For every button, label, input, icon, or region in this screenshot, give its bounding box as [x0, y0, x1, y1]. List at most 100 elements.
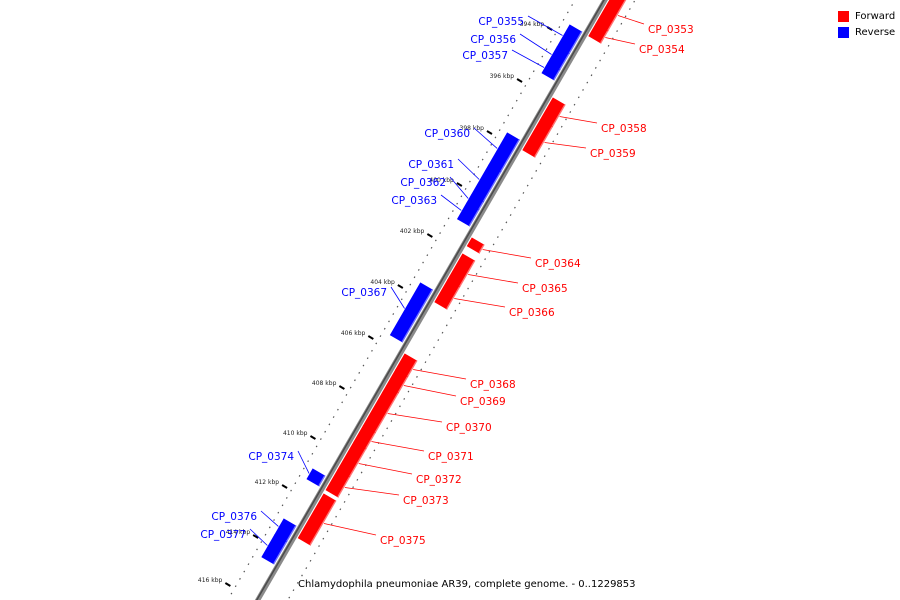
gene-cp-0377: [261, 534, 288, 565]
scale-tick-label: 414 kbp: [226, 529, 251, 536]
scale-tick: [224, 582, 231, 587]
gene-cp-0354-shade: [600, 30, 609, 44]
label-cp-0362: CP_0362: [400, 177, 446, 189]
leader-cp-0372: [358, 463, 413, 475]
gene-cp-0366: [434, 279, 461, 310]
gene-cp-0360-shade: [500, 139, 521, 173]
gene-cp-0363: [456, 202, 480, 227]
leader-cp-0371: [371, 441, 425, 452]
label-cp-0353: CP_0353: [648, 24, 694, 36]
label-cp-0356: CP_0356: [470, 34, 516, 46]
leader-cp-0357: [511, 49, 545, 68]
gene-cp-0356-shade: [559, 53, 571, 71]
forward-swatch: [838, 10, 849, 22]
gene-cp-0365-shade: [458, 260, 476, 288]
gene-cp-0366-shade: [446, 286, 461, 310]
gene-cp-0359: [522, 119, 553, 158]
gene-cp-0353-shade: [607, 0, 628, 32]
leader-cp-0361: [457, 158, 480, 180]
leader-cp-0367: [390, 286, 405, 309]
label-cp-0377: CP_0377: [200, 529, 246, 541]
reverse-swatch: [838, 26, 849, 38]
label-cp-0367: CP_0367: [341, 287, 387, 299]
scale-tick-label: 408 kbp: [312, 380, 337, 387]
label-cp-0369: CP_0369: [460, 396, 506, 408]
scale-tick-label: 400 kbp: [429, 177, 454, 184]
gene-cp-0377-shade: [273, 541, 288, 565]
label-cp-0357: CP_0357: [462, 50, 508, 62]
label-cp-0368: CP_0368: [470, 379, 516, 391]
gene-cp-0373-shade: [337, 476, 351, 498]
label-cp-0361: CP_0361: [408, 159, 454, 171]
scale-tick-label: 410 kbp: [283, 430, 308, 437]
leader-cp-0366: [454, 298, 506, 308]
scale-tick-label: 416 kbp: [198, 577, 223, 584]
scale-tick: [338, 385, 345, 390]
label-cp-0375: CP_0375: [380, 535, 426, 547]
leader-cp-0364: [482, 249, 532, 259]
gene-cp-0355-shade: [568, 31, 583, 55]
label-cp-0366: CP_0366: [509, 307, 555, 319]
gene-cp-0364-shade: [478, 244, 485, 254]
label-cp-0364: CP_0364: [535, 258, 581, 270]
scale-tick: [309, 435, 316, 440]
gene-cp-0370-shade: [374, 392, 400, 434]
backbone-line-edge: [255, 0, 605, 600]
gene-cp-0372-shade: [348, 448, 367, 478]
leader-cp-0374: [297, 450, 310, 474]
leader-cp-0373: [344, 487, 400, 496]
backbone-line: [254, 0, 608, 600]
scale-tick-label: 402 kbp: [400, 228, 425, 235]
leader-cp-0356: [519, 33, 552, 55]
leader-cp-0370: [387, 413, 443, 423]
scale-tick: [252, 534, 259, 539]
legend-reverse: Reverse: [838, 25, 895, 39]
gene-cp-0376-shade: [285, 525, 297, 543]
scale-tick: [426, 233, 433, 238]
gene-cp-0371-shade: [365, 432, 377, 450]
leader-cp-0358: [559, 116, 598, 124]
gene-cp-0368-shade: [406, 360, 418, 378]
guide-line-left: [228, 0, 576, 598]
gene-cp-0364: [466, 237, 485, 254]
gene-cp-0374: [306, 468, 326, 487]
scale-tick: [397, 284, 404, 289]
leader-cp-0354: [605, 37, 636, 45]
label-cp-0373: CP_0373: [403, 495, 449, 507]
leader-cp-0362: [449, 176, 469, 199]
leader-cp-0359: [544, 142, 587, 149]
leader-cp-0369: [403, 385, 457, 397]
gene-cp-0362-shade: [478, 201, 485, 211]
leader-cp-0353: [617, 15, 645, 25]
gene-cp-0354: [588, 23, 609, 44]
leader-cp-0377: [249, 528, 268, 546]
scale-tick: [516, 78, 523, 83]
leader-cp-0376: [260, 510, 279, 527]
leader-cp-0363: [440, 194, 462, 211]
gene-cp-0357-shade: [553, 69, 561, 81]
label-cp-0359: CP_0359: [590, 148, 636, 160]
gene-cp-0361-shade: [482, 171, 502, 203]
label-cp-0374: CP_0374: [248, 451, 294, 463]
label-cp-0372: CP_0372: [416, 474, 462, 486]
gene-cp-0357: [541, 62, 561, 81]
guide-line-right: [287, 0, 636, 600]
legend-reverse-label: Reverse: [855, 26, 896, 38]
scale-tick-label: 412 kbp: [255, 479, 280, 486]
legend: Forward Reverse: [838, 9, 895, 41]
legend-forward: Forward: [838, 9, 895, 23]
scale-tick: [281, 484, 288, 489]
leader-cp-0368: [413, 369, 467, 380]
label-cp-0363: CP_0363: [391, 195, 437, 207]
gene-cp-0367: [389, 282, 434, 343]
gene-cp-0358-shade: [551, 104, 566, 128]
label-cp-0354: CP_0354: [639, 44, 685, 56]
gene-cp-0363-shade: [468, 209, 480, 227]
leader-cp-0355: [527, 15, 563, 36]
label-cp-0355: CP_0355: [478, 16, 524, 28]
leader-cp-0365: [468, 274, 519, 284]
label-cp-0358: CP_0358: [601, 123, 647, 135]
legend-forward-label: Forward: [855, 10, 896, 22]
scale-tick-label: 398 kbp: [460, 125, 485, 132]
